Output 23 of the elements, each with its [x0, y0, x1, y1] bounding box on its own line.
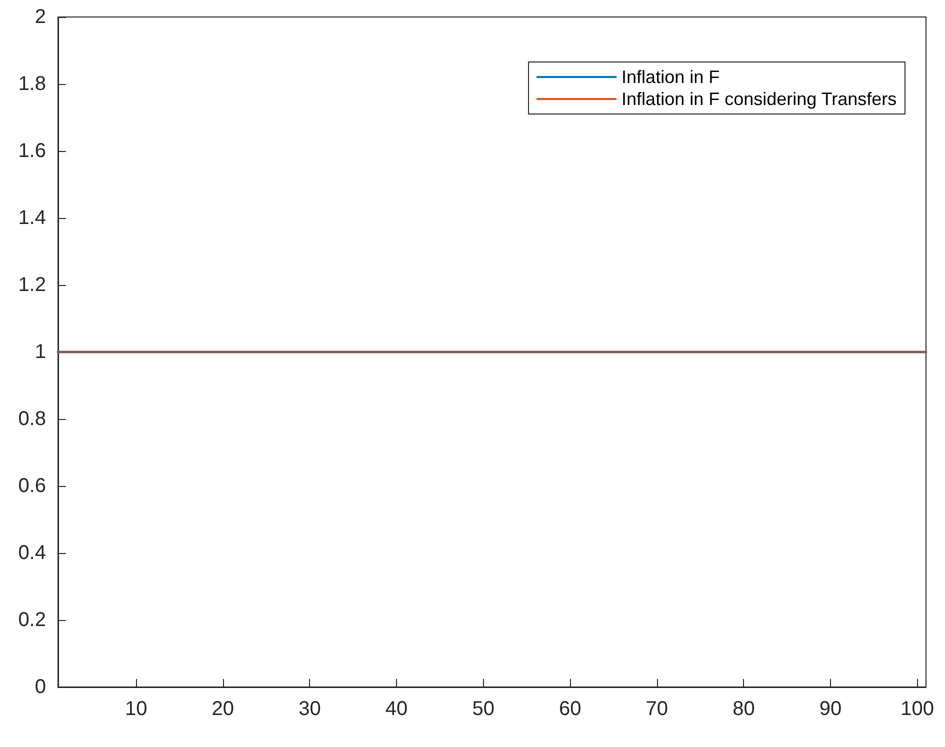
x-tick-label: 80 — [732, 698, 755, 720]
y-tick-label: 0.4 — [18, 542, 46, 564]
x-tick-label: 90 — [819, 698, 842, 720]
x-tick-label: 20 — [212, 698, 234, 720]
y-tick-label: 1.6 — [18, 140, 46, 162]
x-tick-label: 50 — [472, 698, 494, 720]
y-tick-label: 0.6 — [18, 475, 46, 497]
y-tick-label: 1.8 — [18, 73, 46, 95]
y-tick-label: 0.2 — [18, 609, 46, 631]
y-tick-label: 1.4 — [18, 207, 46, 229]
x-tick-label: 60 — [558, 698, 582, 720]
legend-label: Inflation in F considering Transfers — [622, 89, 897, 109]
x-tick-label: 70 — [646, 698, 668, 720]
y-tick-label: 0 — [34, 676, 46, 698]
x-tick-label: 10 — [124, 698, 148, 720]
x-tick-label: 40 — [385, 698, 408, 720]
y-tick-label: 2 — [34, 6, 46, 28]
legend-label: Inflation in F — [622, 67, 720, 87]
y-tick-label: 1 — [34, 341, 46, 363]
y-tick-label: 0.8 — [18, 408, 46, 430]
x-tick-label: 30 — [298, 698, 321, 720]
y-tick-label: 1.2 — [18, 274, 46, 296]
x-tick-label: 100 — [900, 698, 934, 720]
